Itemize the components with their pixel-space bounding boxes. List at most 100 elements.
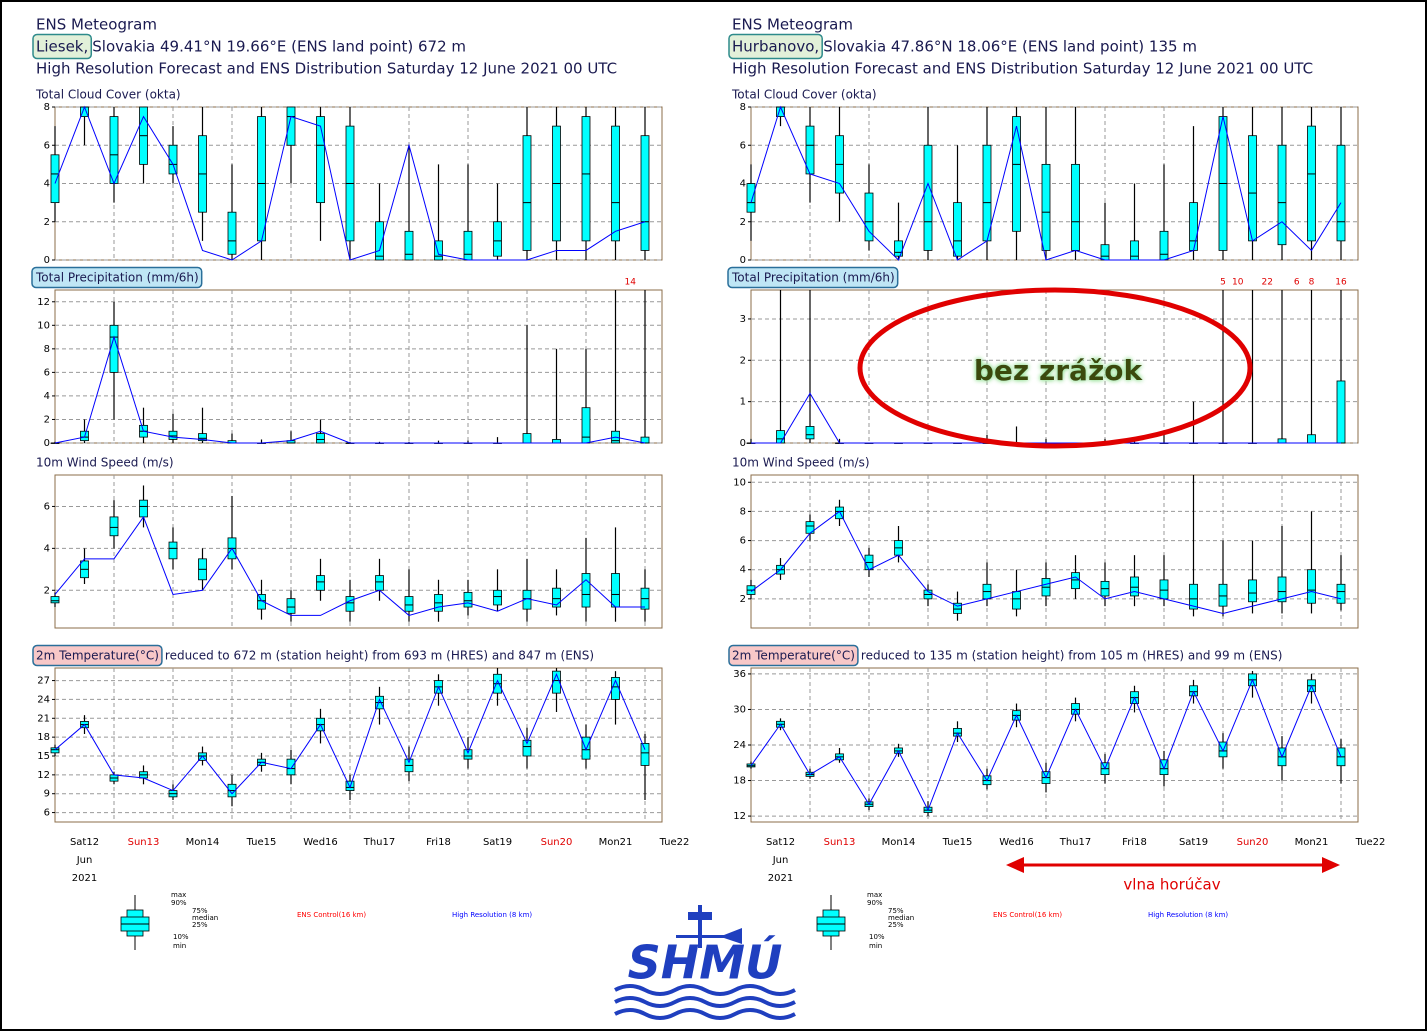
panel-title: Total Cloud Cover (okta) xyxy=(731,88,877,102)
box xyxy=(375,575,384,591)
box xyxy=(1307,569,1316,604)
y-tick-label: 4 xyxy=(740,565,746,576)
x-tick-label: Tue22 xyxy=(659,837,690,848)
x-tick-label: Tue15 xyxy=(942,837,973,848)
box xyxy=(640,135,650,251)
box xyxy=(1071,163,1080,251)
box xyxy=(1012,591,1021,610)
box xyxy=(139,499,148,518)
y-tick-label: 4 xyxy=(44,543,50,554)
annotation-ellipse xyxy=(857,287,1253,449)
x-tick-label: Sun20 xyxy=(1237,837,1269,848)
x-tick-label: Fri18 xyxy=(1122,837,1147,848)
panel-frame xyxy=(750,474,1359,629)
highlight-box xyxy=(727,266,899,289)
box xyxy=(1130,240,1139,261)
box xyxy=(982,144,992,242)
box xyxy=(434,240,443,261)
legend-label: 10% xyxy=(173,933,189,941)
legend-label: min xyxy=(173,942,186,950)
box xyxy=(404,596,414,612)
y-tick-label: 24 xyxy=(37,694,50,705)
box xyxy=(493,221,502,257)
location-detail: Slovakia 49.41°N 19.66°E (ENS land point… xyxy=(92,38,466,56)
box xyxy=(581,407,591,444)
y-tick-label: 6 xyxy=(740,140,746,151)
box xyxy=(1277,144,1287,246)
box xyxy=(1041,163,1051,251)
box xyxy=(581,116,591,242)
location: Liesek, xyxy=(36,38,88,56)
box xyxy=(953,202,962,257)
x-tick-label: Sun13 xyxy=(824,837,856,848)
box xyxy=(257,594,266,610)
box xyxy=(1189,202,1198,251)
highlight-box xyxy=(31,266,203,289)
x-tick-label: Sat12 xyxy=(70,837,99,848)
legend-label: max xyxy=(867,891,882,899)
panel-title: 2m Temperature(°C) xyxy=(732,649,855,663)
y-tick-label: 6 xyxy=(44,808,50,819)
box xyxy=(345,596,355,612)
x-tick-label: Tue22 xyxy=(1355,837,1386,848)
y-tick-label: 8 xyxy=(740,506,746,517)
box xyxy=(746,183,756,213)
panel-title: 2m Temperature(°C) xyxy=(36,649,159,663)
location: Hurbanovo, xyxy=(732,38,819,56)
y-tick-label: 0 xyxy=(44,438,50,449)
x-tick-label: Mon21 xyxy=(1295,837,1329,848)
y-tick-label: 2 xyxy=(740,217,746,228)
box xyxy=(953,602,962,614)
box xyxy=(109,324,119,373)
logo-text: SHMÚ xyxy=(628,936,783,990)
box xyxy=(50,747,60,754)
box xyxy=(1071,572,1080,590)
panel-title: Total Precipitation (mm/6h) xyxy=(731,271,895,285)
box xyxy=(552,587,561,608)
legend-label: 90% xyxy=(867,899,883,907)
x-tick-label: Thu17 xyxy=(1059,837,1092,848)
y-tick-label: 6 xyxy=(740,536,746,547)
y-tick-label: 12 xyxy=(733,811,746,822)
x-tick-label: Mon21 xyxy=(599,837,633,848)
box xyxy=(522,739,532,757)
y-tick-label: 2 xyxy=(740,594,746,605)
box xyxy=(168,430,178,440)
y-tick-label: 9 xyxy=(44,789,50,800)
legend-control: ENS Control(16 km) xyxy=(297,911,366,919)
y-tick-label: 27 xyxy=(37,676,50,687)
box xyxy=(552,670,561,694)
arrow-head-left xyxy=(1006,857,1024,873)
box xyxy=(1100,244,1110,261)
box xyxy=(50,596,60,604)
box xyxy=(581,573,591,608)
box xyxy=(864,192,874,242)
y-tick-label: 0 xyxy=(740,255,746,266)
box xyxy=(50,154,60,204)
y-tick-label: 8 xyxy=(44,344,50,355)
y-tick-label: 6 xyxy=(44,367,50,378)
y-tick-label: 12 xyxy=(37,770,50,781)
y-tick-label: 1 xyxy=(740,397,746,408)
y-tick-label: 12 xyxy=(37,297,50,308)
box xyxy=(1336,583,1346,604)
box xyxy=(552,439,561,444)
y-tick-label: 18 xyxy=(37,732,50,743)
box xyxy=(463,749,473,760)
box xyxy=(493,589,502,606)
x-tick-label: Tue15 xyxy=(246,837,277,848)
box xyxy=(1336,380,1346,444)
legend-hres: High Resolution (8 km) xyxy=(452,911,532,919)
hres-line xyxy=(54,515,645,616)
highlight-box xyxy=(32,33,93,60)
box xyxy=(1159,759,1169,776)
box xyxy=(227,211,237,255)
box xyxy=(109,516,119,537)
x-tick-label: Fri18 xyxy=(426,837,451,848)
hres-line xyxy=(54,335,646,444)
y-tick-label: 10 xyxy=(733,477,746,488)
legend-label: 25% xyxy=(888,921,904,929)
arrow-head-right xyxy=(1322,857,1340,873)
y-tick-label: 4 xyxy=(44,179,50,190)
